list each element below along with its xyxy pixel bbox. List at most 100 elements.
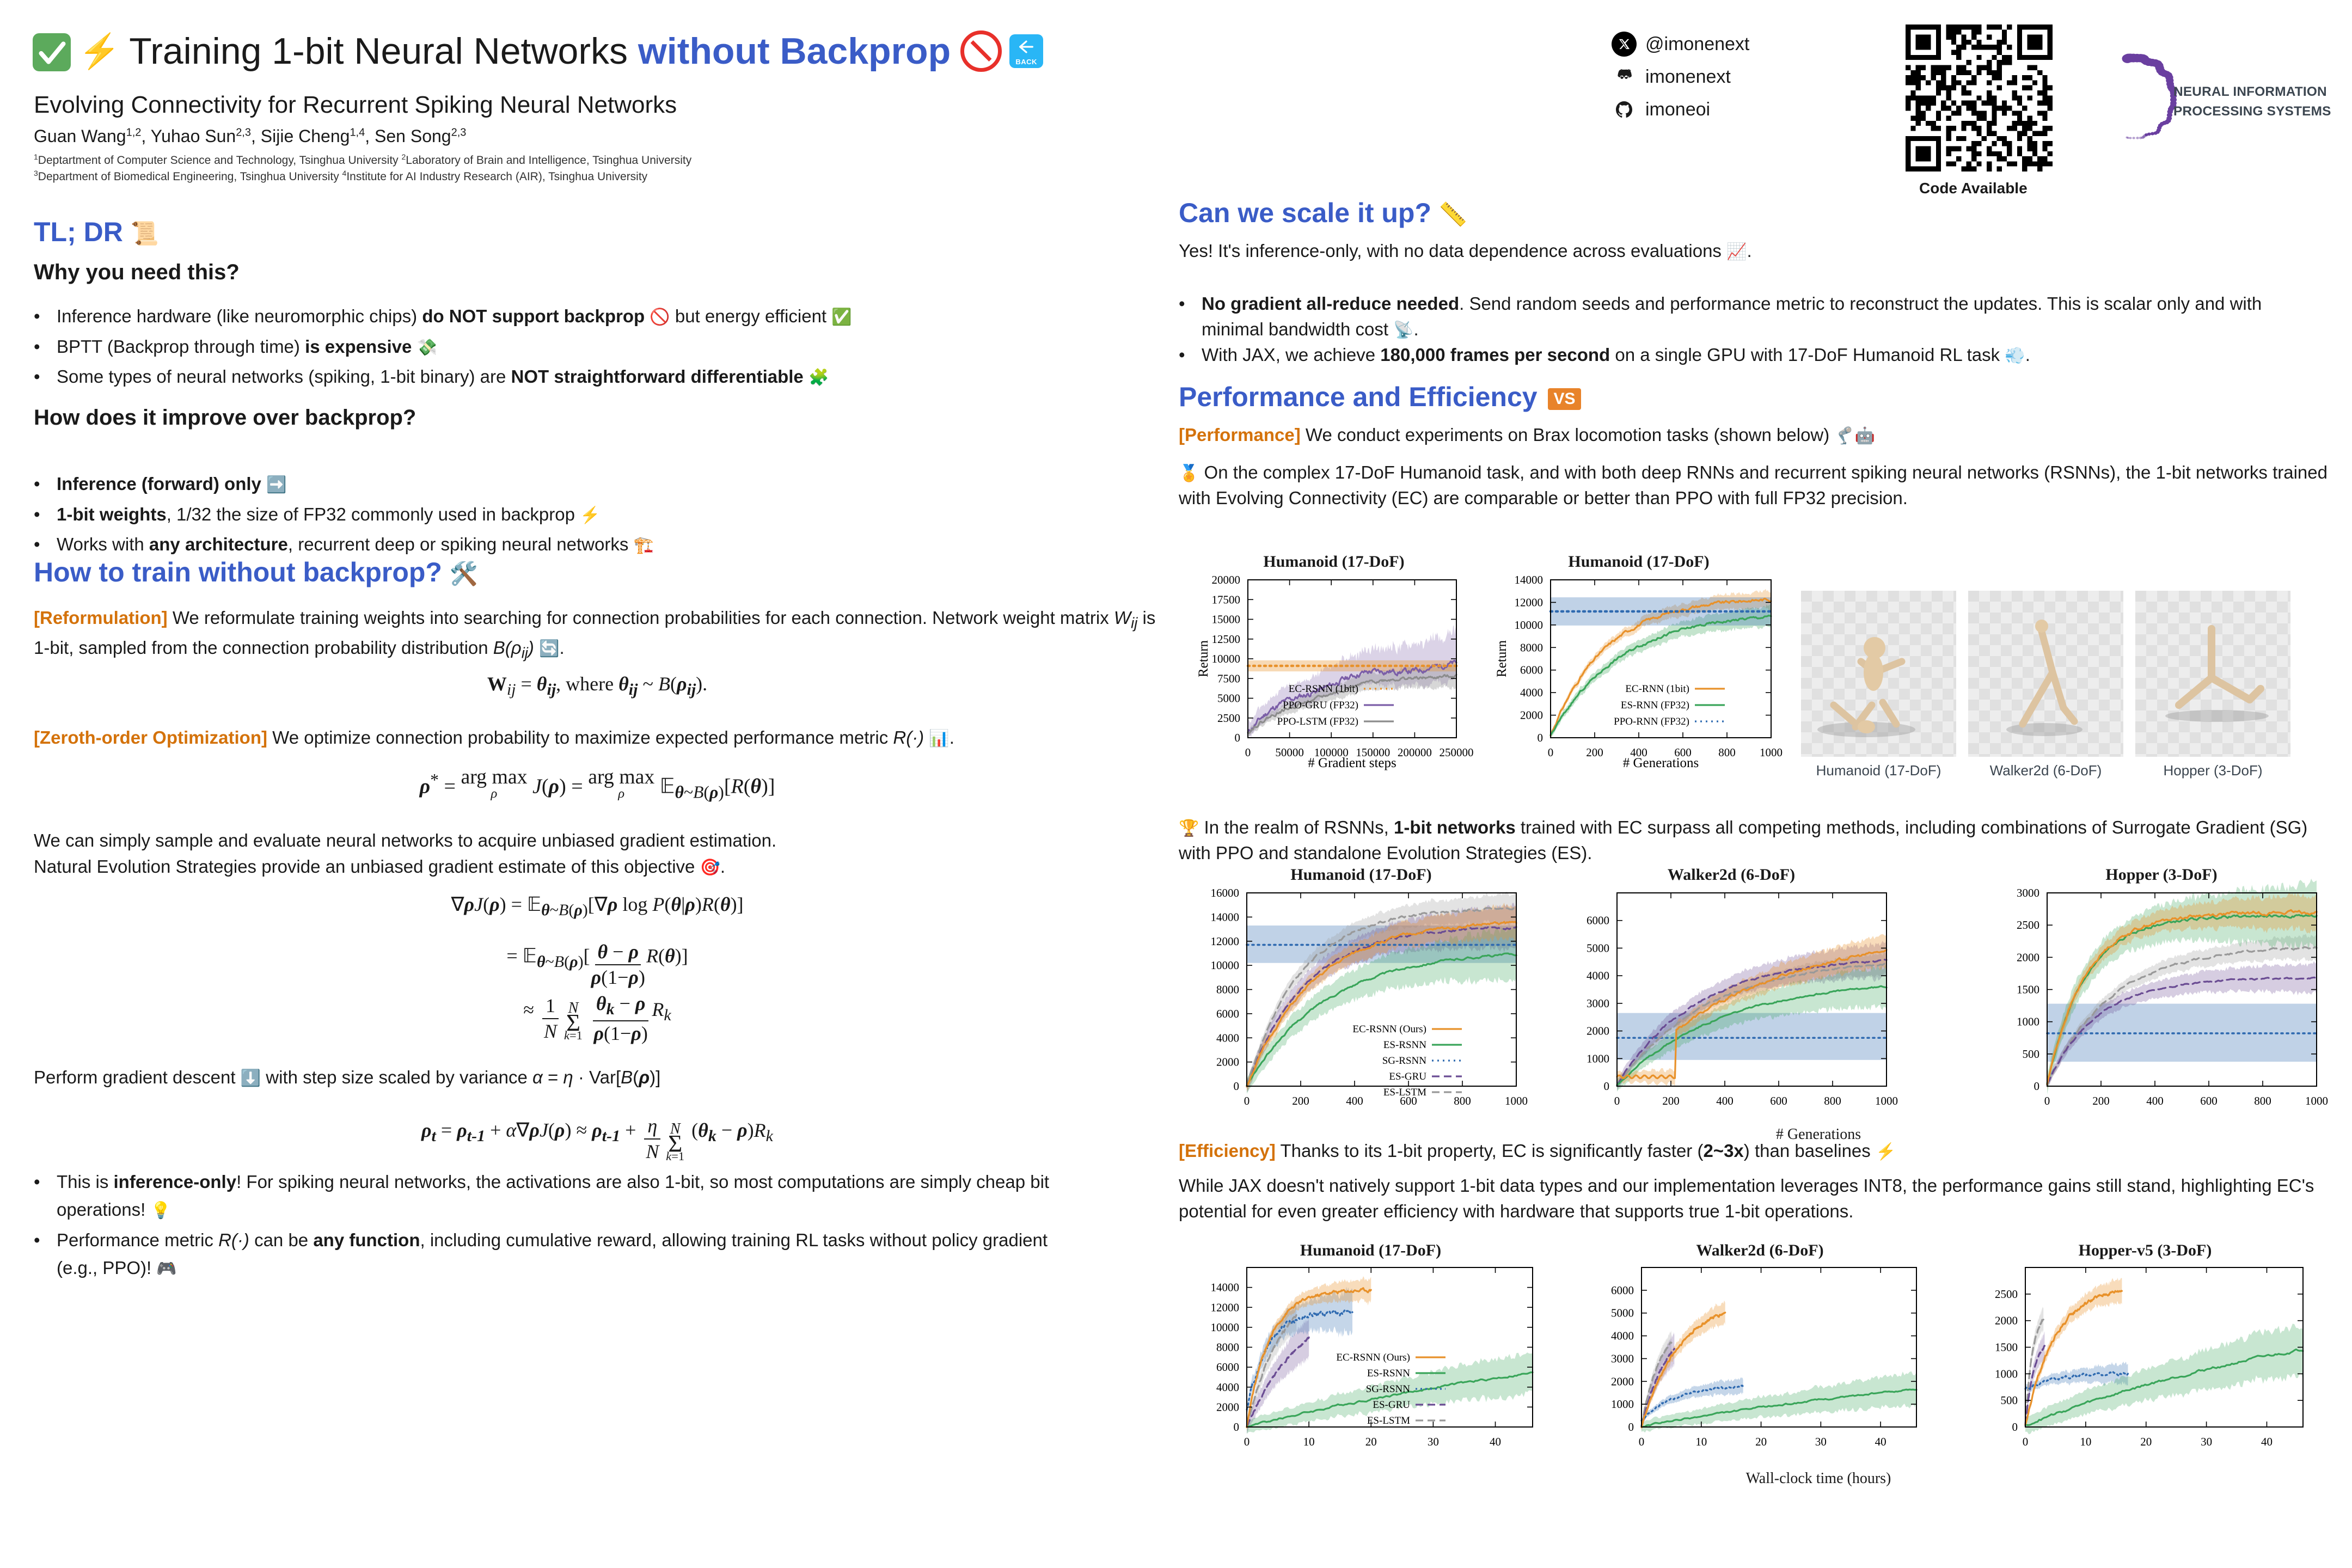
svg-text:0: 0 bbox=[1234, 1420, 1240, 1434]
svg-text:3000: 3000 bbox=[1611, 1352, 1634, 1365]
svg-text:4000: 4000 bbox=[1611, 1330, 1634, 1343]
svg-text:4000: 4000 bbox=[1216, 1381, 1239, 1394]
svg-text:EC-RSNN (Ours): EC-RSNN (Ours) bbox=[1352, 1024, 1426, 1035]
svg-text:Return: Return bbox=[1196, 640, 1211, 677]
svg-text:4000: 4000 bbox=[1216, 1031, 1239, 1044]
svg-text:0: 0 bbox=[2044, 1094, 2050, 1107]
svg-text:40: 40 bbox=[1875, 1435, 1886, 1448]
svg-text:800: 800 bbox=[1718, 746, 1736, 759]
svg-text:0: 0 bbox=[1614, 1094, 1620, 1107]
svg-text:0: 0 bbox=[2034, 1080, 2040, 1093]
svg-text:PPO-RNN (FP32): PPO-RNN (FP32) bbox=[1614, 716, 1689, 727]
svg-text:200: 200 bbox=[2092, 1094, 2110, 1107]
svg-text:0: 0 bbox=[1245, 746, 1251, 759]
svg-text:200: 200 bbox=[1292, 1094, 1309, 1107]
svg-text:ES-LSTM: ES-LSTM bbox=[1367, 1415, 1410, 1426]
svg-text:1000: 1000 bbox=[1875, 1094, 1898, 1107]
svg-text:4000: 4000 bbox=[1587, 969, 1609, 982]
svg-text:0: 0 bbox=[1604, 1080, 1610, 1093]
svg-text:800: 800 bbox=[1824, 1094, 1841, 1107]
svg-text:1000: 1000 bbox=[2305, 1094, 2328, 1107]
svg-text:2000: 2000 bbox=[1611, 1375, 1634, 1388]
svg-text:0: 0 bbox=[2023, 1435, 2029, 1448]
svg-text:20: 20 bbox=[1365, 1435, 1377, 1448]
svg-text:2000: 2000 bbox=[1587, 1025, 1609, 1038]
svg-text:800: 800 bbox=[2254, 1094, 2271, 1107]
svg-text:40: 40 bbox=[2261, 1435, 2273, 1448]
svg-text:50000: 50000 bbox=[1275, 746, 1304, 759]
svg-text:10: 10 bbox=[1695, 1435, 1707, 1448]
svg-text:0: 0 bbox=[2012, 1420, 2018, 1434]
svg-text:8000: 8000 bbox=[1216, 1341, 1239, 1354]
svg-text:2500: 2500 bbox=[1217, 712, 1240, 725]
svg-text:EC-RSNN (Ours): EC-RSNN (Ours) bbox=[1336, 1352, 1410, 1363]
svg-text:1500: 1500 bbox=[2017, 983, 2039, 996]
svg-text:30: 30 bbox=[1815, 1435, 1827, 1448]
svg-text:200: 200 bbox=[1662, 1094, 1680, 1107]
svg-text:40: 40 bbox=[1490, 1435, 1501, 1448]
svg-text:1000: 1000 bbox=[1505, 1094, 1528, 1107]
svg-text:5000: 5000 bbox=[1611, 1307, 1634, 1320]
svg-text:1000: 1000 bbox=[1611, 1398, 1634, 1411]
svg-text:400: 400 bbox=[2146, 1094, 2164, 1107]
svg-text:14000: 14000 bbox=[1211, 910, 1240, 923]
svg-text:# Generations: # Generations bbox=[1623, 756, 1699, 770]
svg-text:6000: 6000 bbox=[1611, 1284, 1634, 1297]
svg-text:PROCESSING SYSTEMS: PROCESSING SYSTEMS bbox=[2173, 104, 2331, 119]
svg-text:600: 600 bbox=[1770, 1094, 1787, 1107]
svg-text:ES-GRU: ES-GRU bbox=[1389, 1071, 1426, 1082]
svg-text:0: 0 bbox=[1234, 1080, 1240, 1093]
svg-text:14000: 14000 bbox=[1211, 1281, 1240, 1294]
svg-text:6000: 6000 bbox=[1587, 914, 1609, 927]
svg-text:ES-RSNN: ES-RSNN bbox=[1367, 1368, 1410, 1379]
svg-text:10: 10 bbox=[2080, 1435, 2091, 1448]
svg-text:250000: 250000 bbox=[1440, 746, 1474, 759]
svg-text:14000: 14000 bbox=[1515, 573, 1543, 586]
svg-text:2000: 2000 bbox=[1216, 1056, 1239, 1069]
svg-text:10: 10 bbox=[1303, 1435, 1315, 1448]
svg-text:17500: 17500 bbox=[1212, 593, 1241, 606]
svg-text:5000: 5000 bbox=[1217, 692, 1240, 705]
svg-text:8000: 8000 bbox=[1520, 641, 1543, 654]
svg-text:600: 600 bbox=[2200, 1094, 2218, 1107]
svg-text:0: 0 bbox=[1235, 731, 1241, 744]
svg-text:0: 0 bbox=[1628, 1420, 1634, 1434]
svg-text:SG-RSNN: SG-RSNN bbox=[1382, 1055, 1427, 1067]
svg-text:10000: 10000 bbox=[1515, 618, 1543, 632]
svg-text:2000: 2000 bbox=[1995, 1314, 2018, 1327]
svg-text:500: 500 bbox=[2023, 1048, 2040, 1061]
svg-text:30: 30 bbox=[2201, 1435, 2212, 1448]
svg-text:8000: 8000 bbox=[1216, 983, 1239, 996]
svg-text:ES-LSTM: ES-LSTM bbox=[1383, 1087, 1426, 1098]
svg-text:2500: 2500 bbox=[1995, 1288, 2018, 1301]
svg-text:1000: 1000 bbox=[2017, 1015, 2039, 1028]
svg-text:2500: 2500 bbox=[2017, 918, 2039, 932]
svg-text:ES-GRU: ES-GRU bbox=[1373, 1399, 1410, 1411]
svg-text:10000: 10000 bbox=[1211, 959, 1240, 972]
svg-text:800: 800 bbox=[1454, 1094, 1471, 1107]
svg-text:0: 0 bbox=[1639, 1435, 1645, 1448]
svg-text:200000: 200000 bbox=[1398, 746, 1432, 759]
svg-text:4000: 4000 bbox=[1520, 686, 1543, 699]
svg-text:6000: 6000 bbox=[1520, 664, 1543, 677]
svg-text:16000: 16000 bbox=[1211, 886, 1240, 899]
svg-text:7500: 7500 bbox=[1217, 672, 1240, 685]
svg-text:EC-RSNN (1bit): EC-RSNN (1bit) bbox=[1289, 683, 1358, 695]
svg-text:500: 500 bbox=[2001, 1394, 2018, 1407]
svg-text:10000: 10000 bbox=[1212, 652, 1241, 665]
svg-text:# Gradient steps: # Gradient steps bbox=[1308, 756, 1396, 770]
svg-text:5000: 5000 bbox=[1587, 941, 1609, 954]
svg-text:ES-RNN (FP32): ES-RNN (FP32) bbox=[1621, 700, 1689, 711]
svg-text:0: 0 bbox=[1244, 1435, 1250, 1448]
svg-text:NEURAL INFORMATION: NEURAL INFORMATION bbox=[2173, 84, 2327, 99]
svg-text:SG-RSNN: SG-RSNN bbox=[1366, 1383, 1411, 1395]
svg-text:12000: 12000 bbox=[1515, 596, 1543, 609]
svg-text:2000: 2000 bbox=[1520, 709, 1543, 722]
svg-text:400: 400 bbox=[1716, 1094, 1734, 1107]
svg-text:200: 200 bbox=[1586, 746, 1603, 759]
svg-text:20: 20 bbox=[1755, 1435, 1767, 1448]
svg-text:0: 0 bbox=[1548, 746, 1554, 759]
svg-text:20000: 20000 bbox=[1212, 573, 1241, 586]
svg-text:0: 0 bbox=[1244, 1094, 1250, 1107]
svg-text:10000: 10000 bbox=[1211, 1321, 1240, 1334]
